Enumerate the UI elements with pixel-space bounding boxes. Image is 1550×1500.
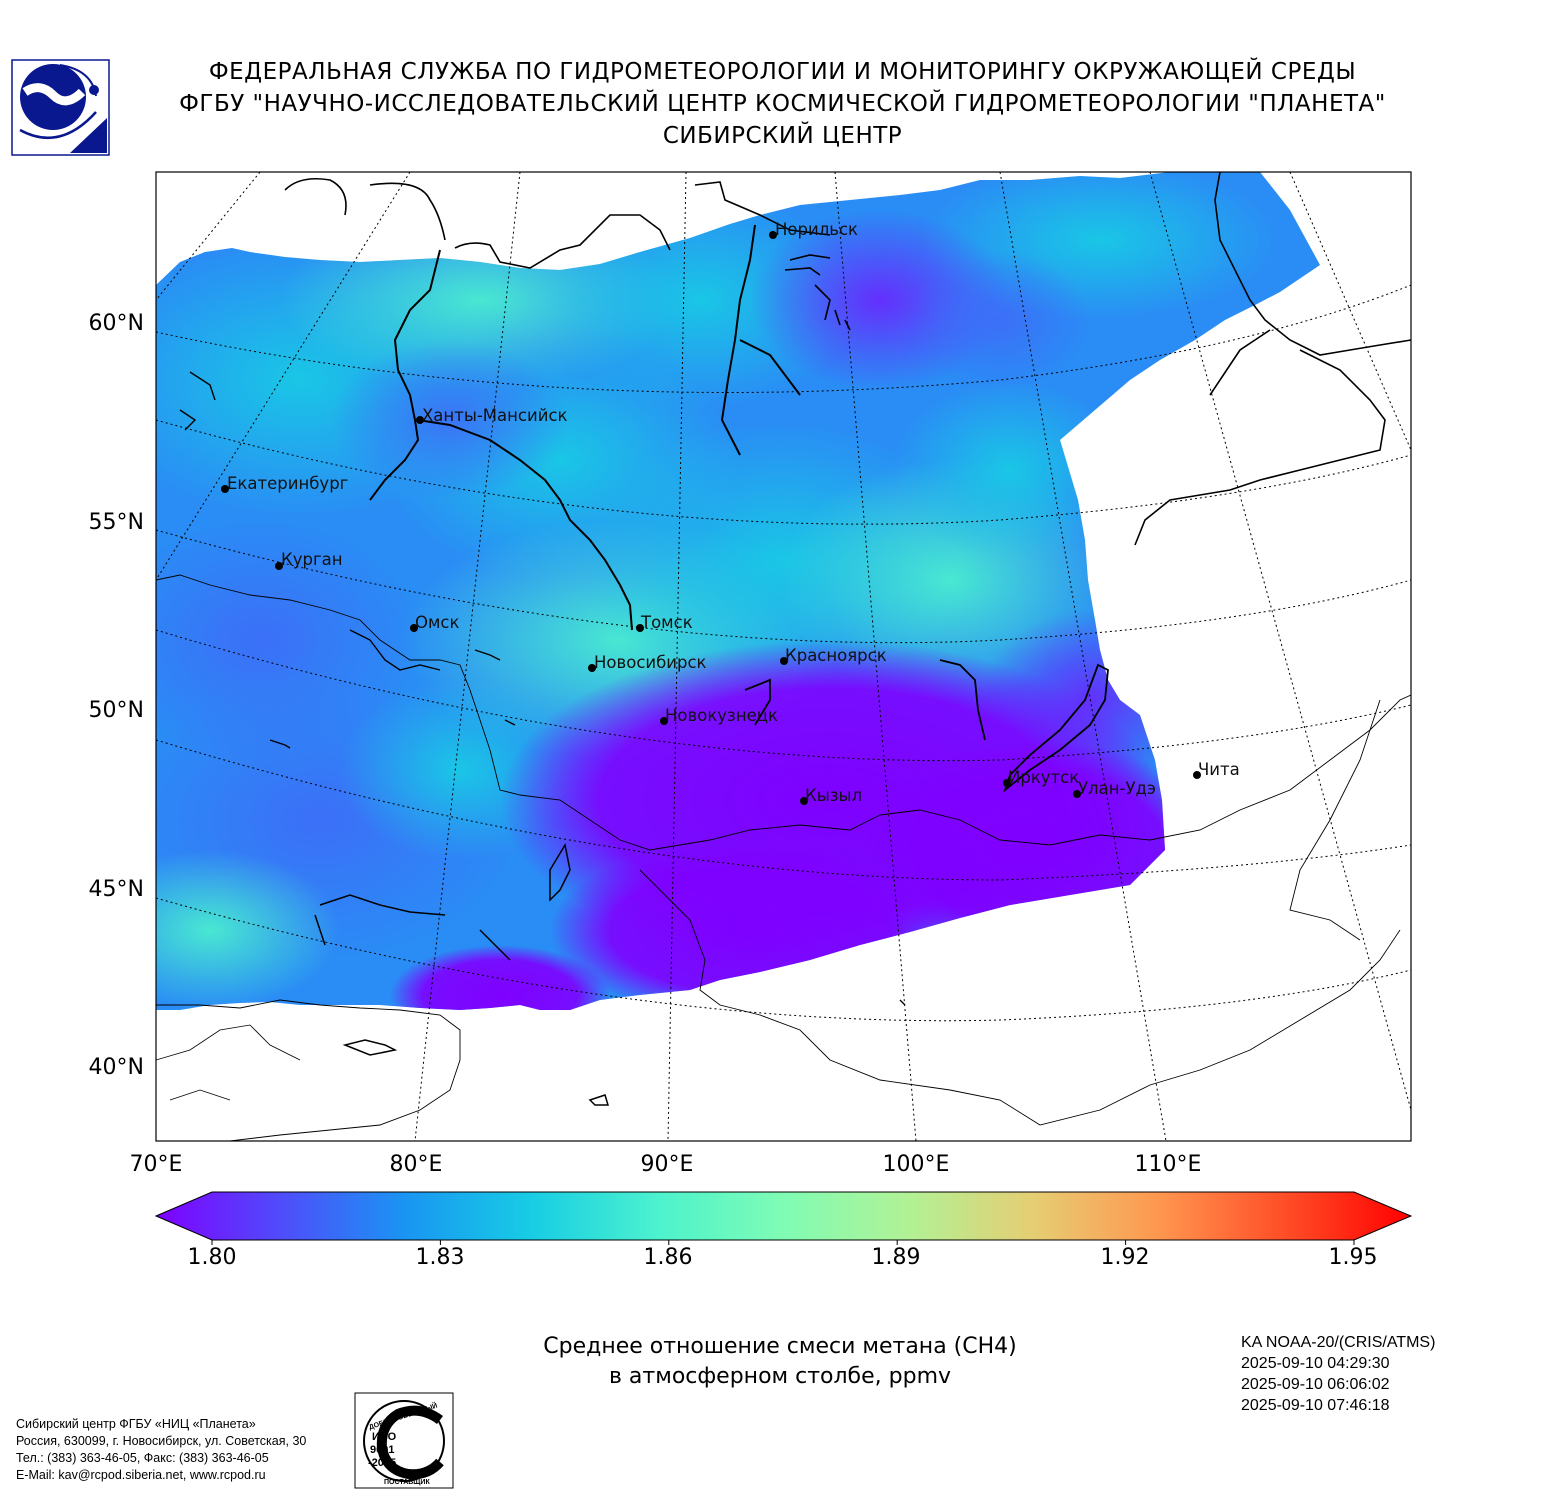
methane-swath [156, 172, 1320, 1010]
city-marker-chita [1193, 771, 1201, 779]
city-marker-krasnoyarsk [780, 657, 788, 665]
caption-line-2: в атмосферном столбе, ppmv [608, 1364, 952, 1389]
city-label-novosibirsk: Новосибирск [594, 653, 707, 672]
footer-line-4: E-Mail: kav@rcpod.siberia.net, www.rcpod… [16, 1468, 266, 1482]
footer-line-2: Россия, 630099, г. Новосибирск, ул. Сове… [16, 1434, 307, 1448]
colorbar-bar [154, 1191, 1413, 1241]
colorbar [154, 1191, 1413, 1245]
city-marker-kurgan [275, 562, 283, 570]
header-title-line-3: СИБИРСКИЙ ЦЕНТР [662, 123, 903, 149]
iso-stamp-line-3: -2015 [368, 1457, 396, 1469]
colorbar-tick-1-92: 1.92 [1100, 1245, 1150, 1270]
city-labels: Норильск Ханты-Мансийск Екатеринбург Кур… [227, 220, 1240, 805]
satellite-time-2: 2025-09-10 06:06:02 [1241, 1376, 1390, 1393]
city-marker-khanty-mansiysk [416, 416, 424, 424]
iso-stamp-line-2: 9001 [370, 1444, 394, 1456]
city-marker-irkutsk [1003, 779, 1011, 787]
footer-line-1: Сибирский центр ФГБУ «НИЦ «Планета» [16, 1417, 256, 1431]
colorbar-tick-1-86: 1.86 [643, 1245, 693, 1270]
map-frame [155, 171, 1412, 1142]
city-label-norilsk: Норильск [775, 220, 858, 239]
lon-label-70e: 70°E [129, 1152, 183, 1177]
satellite-time-3: 2025-09-10 07:46:18 [1241, 1397, 1390, 1414]
lat-label-60n: 60°N [88, 311, 144, 336]
lat-label-40n: 40°N [88, 1055, 144, 1080]
lon-label-80e: 80°E [389, 1152, 443, 1177]
iso-stamp-line-1: ИСО [372, 1431, 397, 1443]
city-marker-novosibirsk [588, 664, 596, 672]
city-marker-kyzyl [800, 797, 808, 805]
graticule [156, 172, 1411, 1141]
lat-label-45n: 45°N [88, 877, 144, 902]
header-title-line-2: ФГБУ "НАУЧНО-ИССЛЕДОВАТЕЛЬСКИЙ ЦЕНТР КОС… [179, 91, 1386, 117]
geography-lines [156, 172, 1411, 1141]
city-markers [221, 231, 1201, 805]
city-label-khanty-mansiysk: Ханты-Мансийск [422, 406, 568, 425]
header-title-line-1: ФЕДЕРАЛЬНАЯ СЛУЖБА ПО ГИДРОМЕТЕОРОЛОГИИ … [208, 59, 1357, 85]
city-label-kyzyl: Кызыл [805, 786, 862, 805]
lon-label-100e: 100°E [882, 1152, 950, 1177]
colorbar-tick-1-95: 1.95 [1328, 1245, 1378, 1270]
city-label-irkutsk: Иркутск [1008, 768, 1079, 787]
city-marker-yekaterinburg [221, 485, 229, 493]
city-label-kurgan: Курган [281, 550, 343, 569]
city-label-novokuznetsk: Новокузнецк [665, 706, 778, 725]
footer-line-3: Тел.: (383) 363-46-05, Факс: (383) 363-4… [16, 1451, 269, 1465]
caption-line-1: Среднее отношение смеси метана (CH4) [543, 1334, 1017, 1359]
lon-label-90e: 90°E [640, 1152, 694, 1177]
city-marker-novokuznetsk [660, 717, 668, 725]
iso-stamp-bottom-text: ПОСТАВЩИК [384, 1479, 430, 1486]
satellite-time-1: 2025-09-10 04:29:30 [1241, 1355, 1390, 1372]
city-marker-omsk [410, 624, 418, 632]
city-label-tomsk: Томск [640, 613, 693, 632]
colorbar-tick-marks [211, 1240, 1355, 1245]
colorbar-tick-1-80: 1.80 [187, 1245, 237, 1270]
colorbar-tick-1-83: 1.83 [415, 1245, 465, 1270]
city-label-chita: Чита [1198, 760, 1240, 779]
city-marker-norilsk [769, 231, 777, 239]
lat-label-55n: 55°N [88, 510, 144, 535]
city-label-yekaterinburg: Екатеринбург [227, 474, 348, 493]
city-marker-tomsk [636, 624, 644, 632]
city-label-omsk: Омск [415, 613, 460, 632]
satellite-name: KA NOAA-20/(CRIS/ATMS) [1241, 1334, 1436, 1351]
parallel-60n [156, 284, 1411, 393]
planeta-logo [11, 59, 110, 156]
colorbar-tick-1-89: 1.89 [871, 1245, 921, 1270]
lon-label-110e: 110°E [1134, 1152, 1202, 1177]
city-label-ulan-ude: Улан-Удэ [1078, 779, 1156, 798]
lat-label-50n: 50°N [88, 698, 144, 723]
iso-stamp: ИСО 9001 -2015 ДОБРОСОВЕСТНЫЙ ПОСТАВЩИК [354, 1392, 454, 1489]
city-marker-ulan-ude [1073, 790, 1081, 798]
city-label-krasnoyarsk: Красноярск [785, 646, 887, 665]
